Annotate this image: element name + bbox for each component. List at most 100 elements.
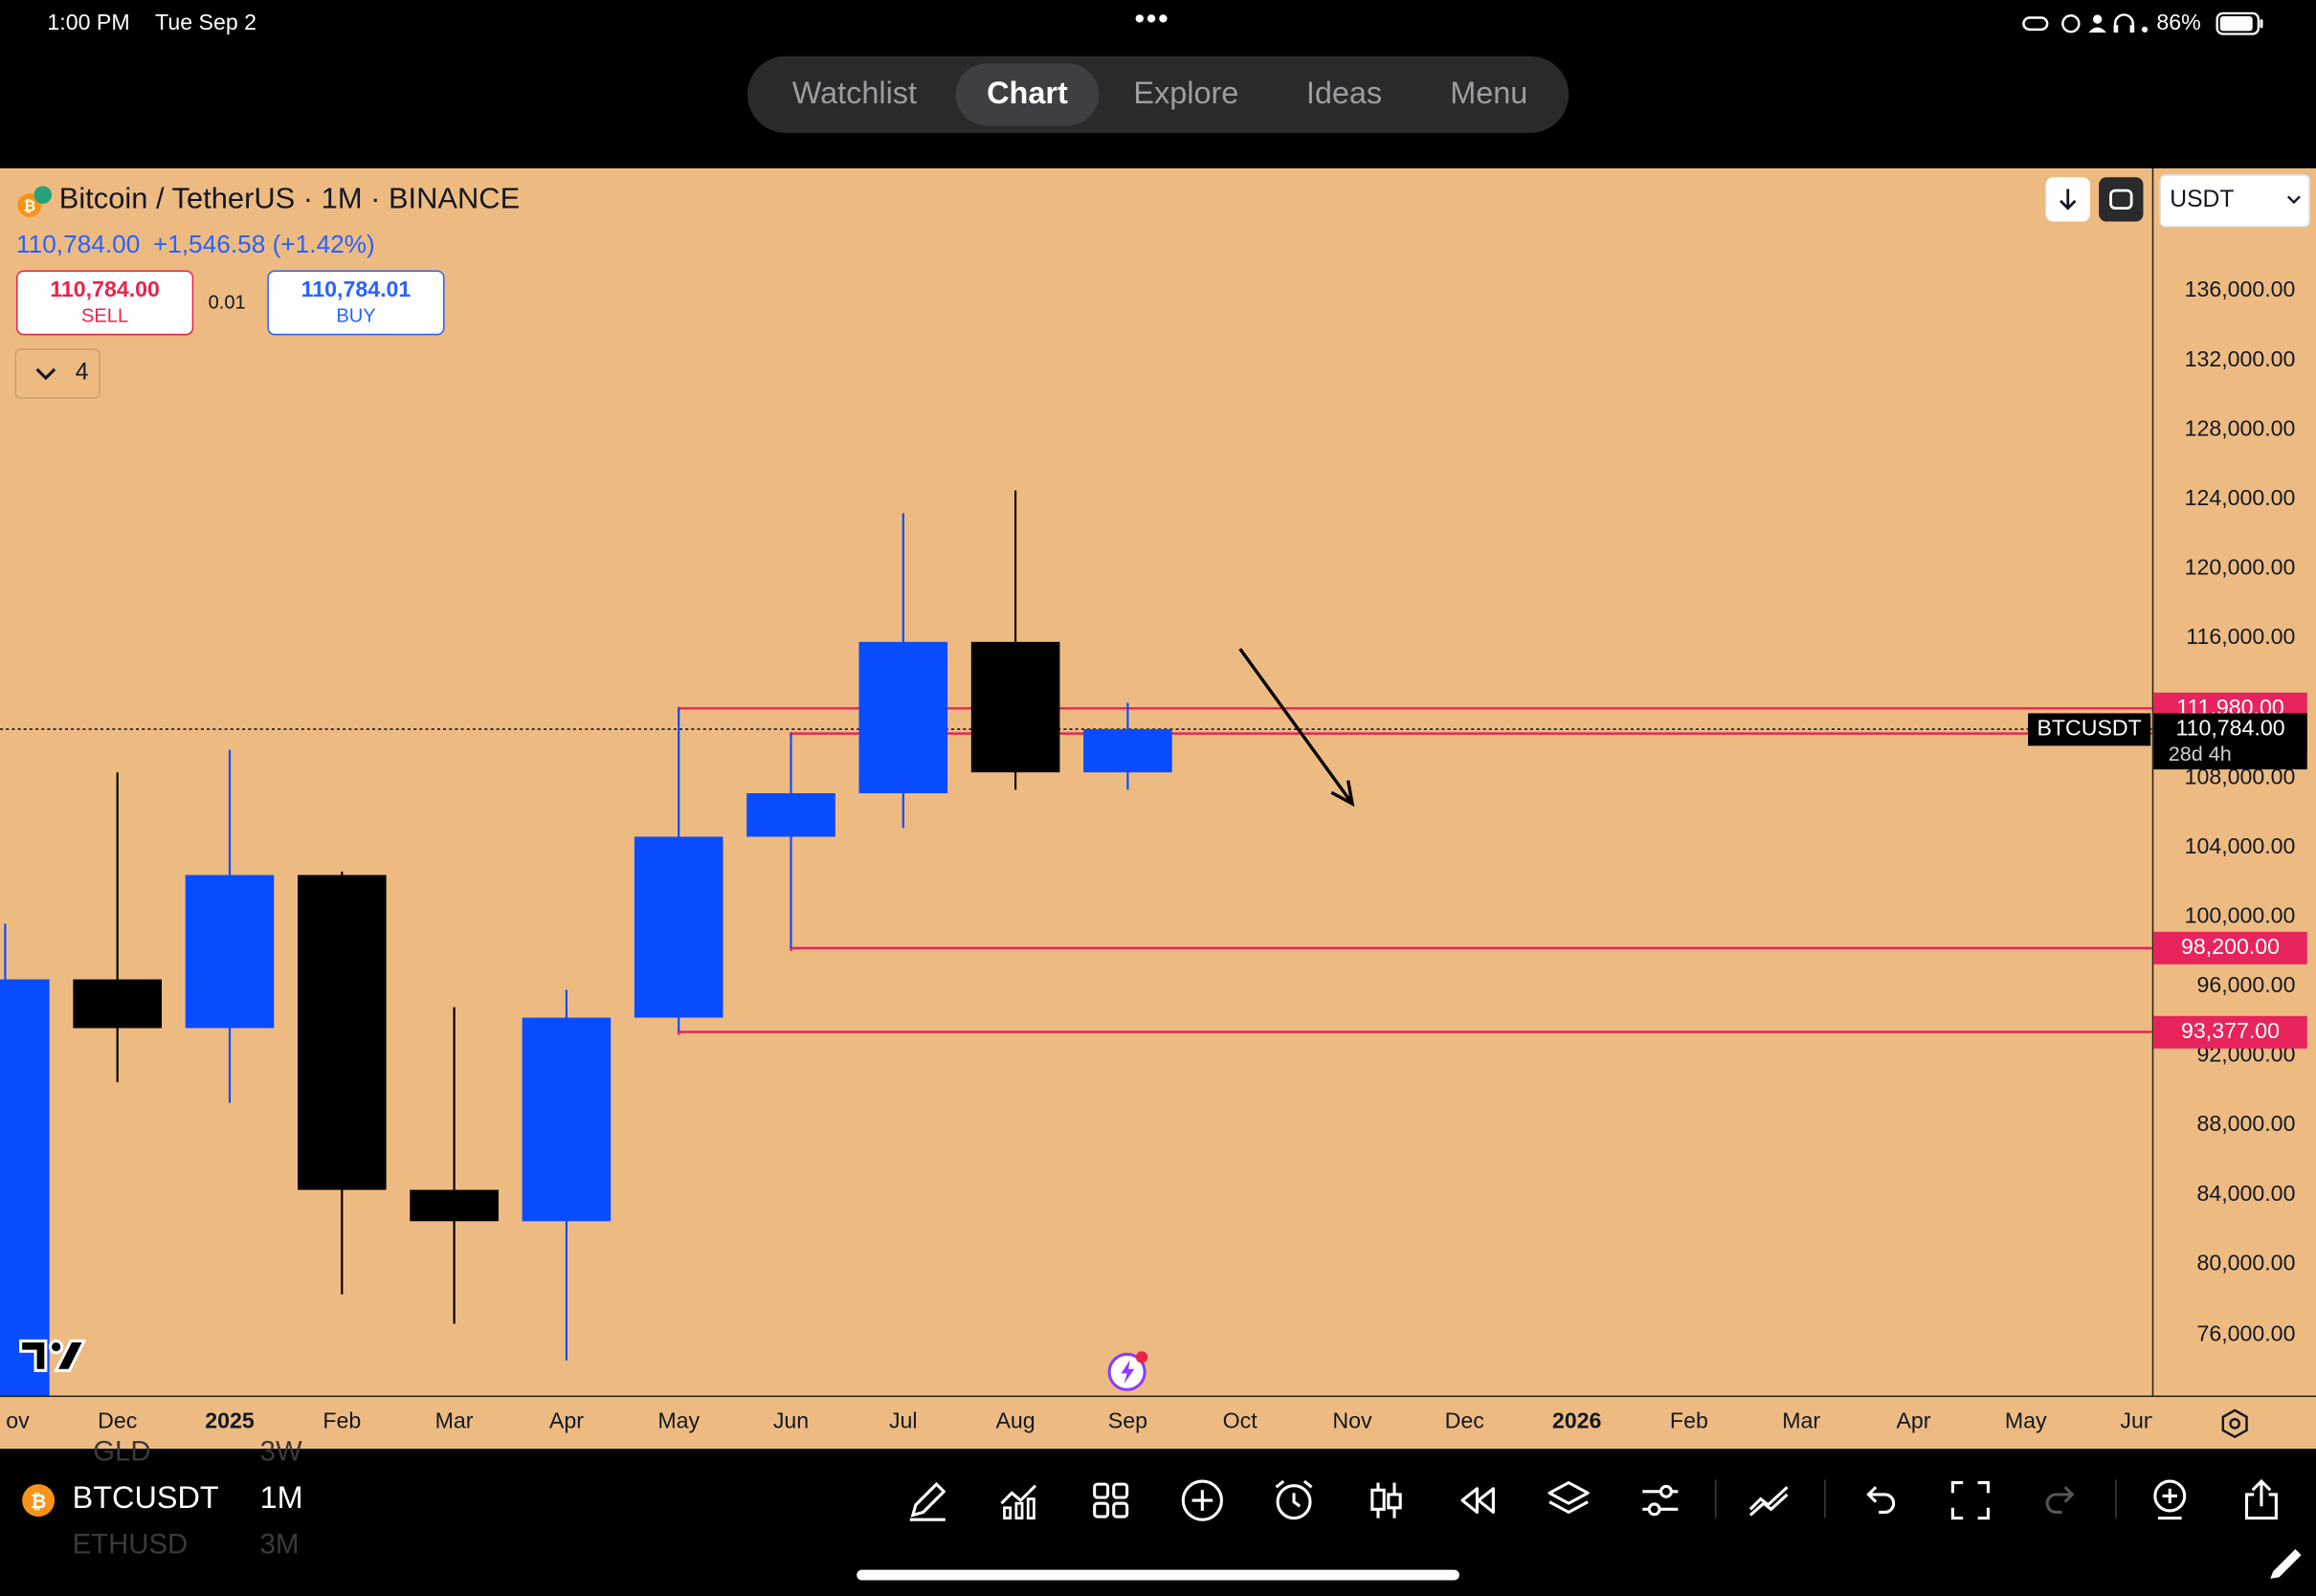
price-tick-label: 80,000.00: [2196, 1251, 2296, 1277]
time-axis[interactable]: [0, 1395, 2316, 1451]
tab-chart[interactable]: Chart: [955, 63, 1100, 126]
tab-menu[interactable]: Menu: [1450, 77, 1528, 111]
candle[interactable]: [73, 772, 163, 1082]
indicators-icon[interactable]: [995, 1476, 1042, 1523]
candle[interactable]: [746, 733, 835, 948]
sell-button[interactable]: 110,784.00 SELL: [15, 270, 194, 336]
layout-grid-icon[interactable]: [1087, 1476, 1134, 1523]
layers-icon[interactable]: [1545, 1476, 1592, 1523]
price-tick-label: 84,000.00: [2196, 1182, 2296, 1208]
candle-body: [970, 641, 1060, 773]
multitask-dots-icon[interactable]: •••: [1134, 3, 1170, 36]
candle[interactable]: [185, 749, 275, 1103]
time-tick-label: Feb: [1669, 1408, 1708, 1434]
spread-value: 0.01: [208, 291, 246, 314]
settings-sliders-icon[interactable]: [1637, 1476, 1683, 1523]
candle-body: [410, 1189, 499, 1222]
redo-icon[interactable]: [2038, 1476, 2085, 1523]
current-symbol-label: BTCUSDT: [2028, 713, 2151, 746]
time-tick-label: Mar: [434, 1408, 474, 1434]
axis-settings-icon[interactable]: [2218, 1408, 2251, 1440]
sell-label: SELL: [81, 303, 129, 327]
bitcoin-icon: ₿: [22, 1484, 56, 1518]
candle-body: [746, 793, 835, 837]
symbol-title[interactable]: Bitcoin / TetherUS · 1M · BINANCE: [58, 183, 521, 216]
fullscreen-corners-icon[interactable]: [1947, 1476, 1993, 1523]
candle-body: [634, 836, 724, 1018]
currency-select[interactable]: USDT: [2159, 174, 2310, 228]
alarm-clock-icon[interactable]: [1270, 1476, 1317, 1523]
time-tick-label: 2026: [1551, 1408, 1602, 1434]
undo-icon[interactable]: [1856, 1476, 1903, 1523]
toolbar-interval[interactable]: 1M: [259, 1481, 303, 1516]
time-tick-label: Dec: [1444, 1408, 1484, 1434]
time-tick-label: Nov: [1332, 1408, 1372, 1434]
chevron-down-icon: [35, 367, 56, 381]
candle[interactable]: [970, 490, 1060, 790]
price-tick-label: 132,000.00: [2184, 346, 2296, 372]
price-tick-label: 128,000.00: [2184, 416, 2296, 442]
last-price: 110,784.00: [15, 230, 141, 259]
chart-area[interactable]: [0, 167, 2316, 1450]
home-indicator: [857, 1569, 1459, 1581]
add-alert-icon[interactable]: [2147, 1476, 2194, 1523]
price-axis[interactable]: [2151, 167, 2316, 1396]
status-icons: [2022, 13, 2149, 33]
time-tick-label: May: [657, 1408, 701, 1434]
price-tick-label: 116,000.00: [2186, 625, 2296, 651]
candle[interactable]: [1083, 702, 1172, 790]
replay-icon[interactable]: [1454, 1476, 1501, 1523]
candle[interactable]: [858, 513, 948, 829]
candle[interactable]: [634, 708, 724, 1032]
toolbar-divider: [1714, 1479, 1717, 1518]
tab-explore[interactable]: Explore: [1133, 77, 1239, 111]
tradingview-logo-icon: [19, 1339, 86, 1372]
time-tick-label: Feb: [323, 1408, 362, 1434]
ghost-symbol-above: GLD 3W: [93, 1436, 302, 1469]
sell-price: 110,784.00: [50, 277, 160, 303]
svg-text:₿: ₿: [31, 1490, 46, 1513]
time-tick-label: Jun: [2120, 1408, 2151, 1434]
tab-ideas[interactable]: Ideas: [1305, 77, 1383, 111]
toolbar-divider: [1824, 1479, 1826, 1518]
level-price-tag: 98,200.00: [2153, 931, 2307, 964]
status-bar: 1:00 PM Tue Sep 2 ••• 86%: [0, 0, 2316, 47]
price-tick-label: 120,000.00: [2184, 555, 2296, 581]
lightning-icon[interactable]: [1106, 1348, 1150, 1392]
price-tick-label: 124,000.00: [2184, 485, 2296, 512]
candle-body: [522, 1017, 612, 1222]
tab-watchlist[interactable]: Watchlist: [791, 77, 917, 111]
scroll-down-button[interactable]: [2045, 177, 2090, 222]
time-tick-label: Jun: [772, 1408, 810, 1434]
time-tick-label: Jul: [888, 1408, 918, 1434]
toolbar-divider: [2115, 1479, 2117, 1518]
add-circle-icon[interactable]: [1179, 1476, 1226, 1523]
time-tick-label: Aug: [995, 1408, 1036, 1434]
candle[interactable]: [297, 871, 387, 1295]
top-nav: Watchlist Chart Explore Ideas Menu: [746, 55, 1570, 133]
compare-lines-icon[interactable]: [1746, 1476, 1793, 1523]
price-change: +1,546.58 (+1.42%): [152, 230, 375, 259]
drawing-pen-icon[interactable]: [904, 1476, 951, 1523]
candle-body: [185, 875, 275, 1029]
fullscreen-button[interactable]: [2099, 177, 2144, 222]
buy-button[interactable]: 110,784.01 BUY: [267, 270, 445, 336]
candle[interactable]: [0, 923, 50, 1396]
arrow-down-icon: [2060, 188, 2077, 211]
bitcoin-logo-icon: ₿: [17, 186, 53, 217]
candle-body: [73, 979, 163, 1029]
candle[interactable]: [522, 989, 612, 1361]
toolbar-symbol[interactable]: BTCUSDT: [72, 1481, 219, 1516]
candles-icon[interactable]: [1362, 1476, 1409, 1523]
pencil-scribble-icon[interactable]: [2266, 1544, 2307, 1583]
drawing-arrow[interactable]: [1238, 648, 1355, 808]
price-tick-label: 100,000.00: [2184, 903, 2296, 929]
price-tick-label: 88,000.00: [2196, 1112, 2296, 1138]
price-tick-label: 136,000.00: [2184, 277, 2296, 302]
indicators-toggle[interactable]: 4: [14, 348, 100, 399]
share-icon[interactable]: [2238, 1476, 2284, 1523]
price-chart[interactable]: [0, 0, 2152, 1396]
battery-percent: 86%: [2156, 10, 2201, 36]
candle-body: [0, 979, 50, 1396]
candle[interactable]: [410, 1007, 499, 1324]
